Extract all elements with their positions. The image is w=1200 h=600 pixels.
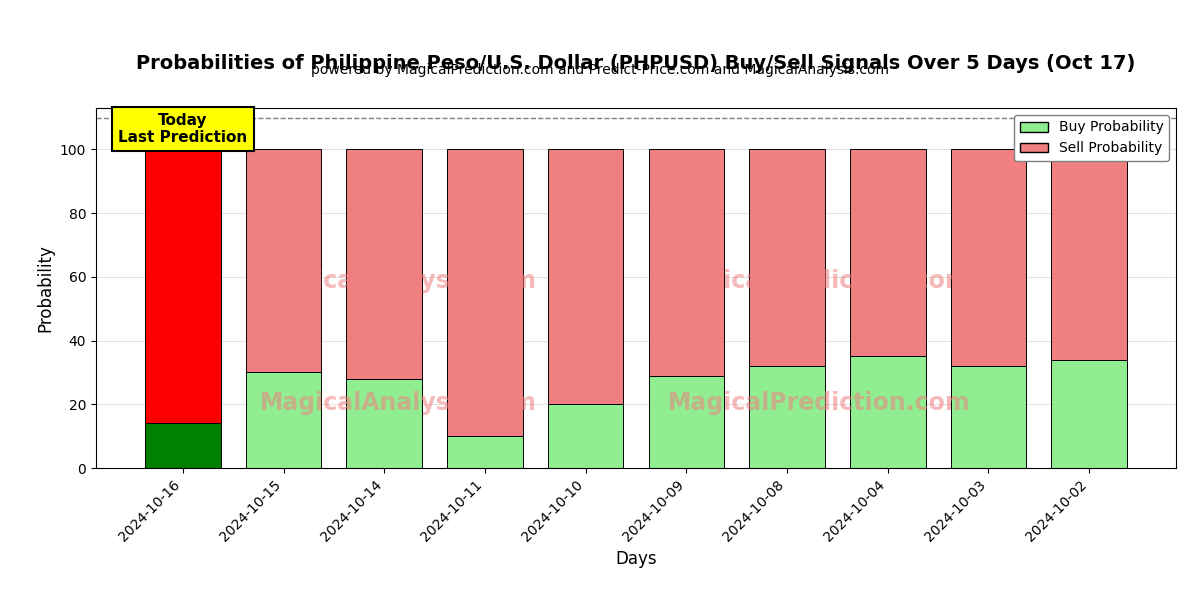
Bar bbox=[145, 424, 221, 468]
Bar bbox=[749, 149, 824, 366]
Bar bbox=[1051, 359, 1127, 468]
Bar bbox=[548, 149, 624, 404]
Text: powered by MagicalPrediction.com and Predict-Price.com and MagicalAnalysis.com: powered by MagicalPrediction.com and Pre… bbox=[311, 63, 889, 77]
Bar bbox=[950, 366, 1026, 468]
Bar bbox=[347, 379, 422, 468]
Title: Probabilities of Philippine Peso/U.S. Dollar (PHPUSD) Buy/Sell Signals Over 5 Da: Probabilities of Philippine Peso/U.S. Do… bbox=[137, 54, 1135, 73]
Bar bbox=[448, 436, 523, 468]
Text: MagicalPrediction.com: MagicalPrediction.com bbox=[668, 391, 971, 415]
Bar bbox=[548, 404, 624, 468]
Bar bbox=[950, 149, 1026, 366]
Bar bbox=[246, 149, 322, 373]
Bar bbox=[648, 149, 724, 376]
Text: MagicalAnalysis.com: MagicalAnalysis.com bbox=[260, 269, 536, 293]
Bar bbox=[648, 376, 724, 468]
Bar bbox=[145, 149, 221, 424]
Bar bbox=[1051, 149, 1127, 359]
Bar bbox=[850, 149, 925, 356]
Legend: Buy Probability, Sell Probability: Buy Probability, Sell Probability bbox=[1014, 115, 1169, 161]
Bar bbox=[448, 149, 523, 436]
Bar bbox=[347, 149, 422, 379]
Text: MagicalAnalysis.com: MagicalAnalysis.com bbox=[260, 391, 536, 415]
Bar bbox=[850, 356, 925, 468]
X-axis label: Days: Days bbox=[616, 550, 656, 568]
Bar bbox=[749, 366, 824, 468]
Text: Today
Last Prediction: Today Last Prediction bbox=[119, 113, 247, 145]
Y-axis label: Probability: Probability bbox=[36, 244, 54, 332]
Text: MagicalPrediction.com: MagicalPrediction.com bbox=[668, 269, 971, 293]
Bar bbox=[246, 373, 322, 468]
